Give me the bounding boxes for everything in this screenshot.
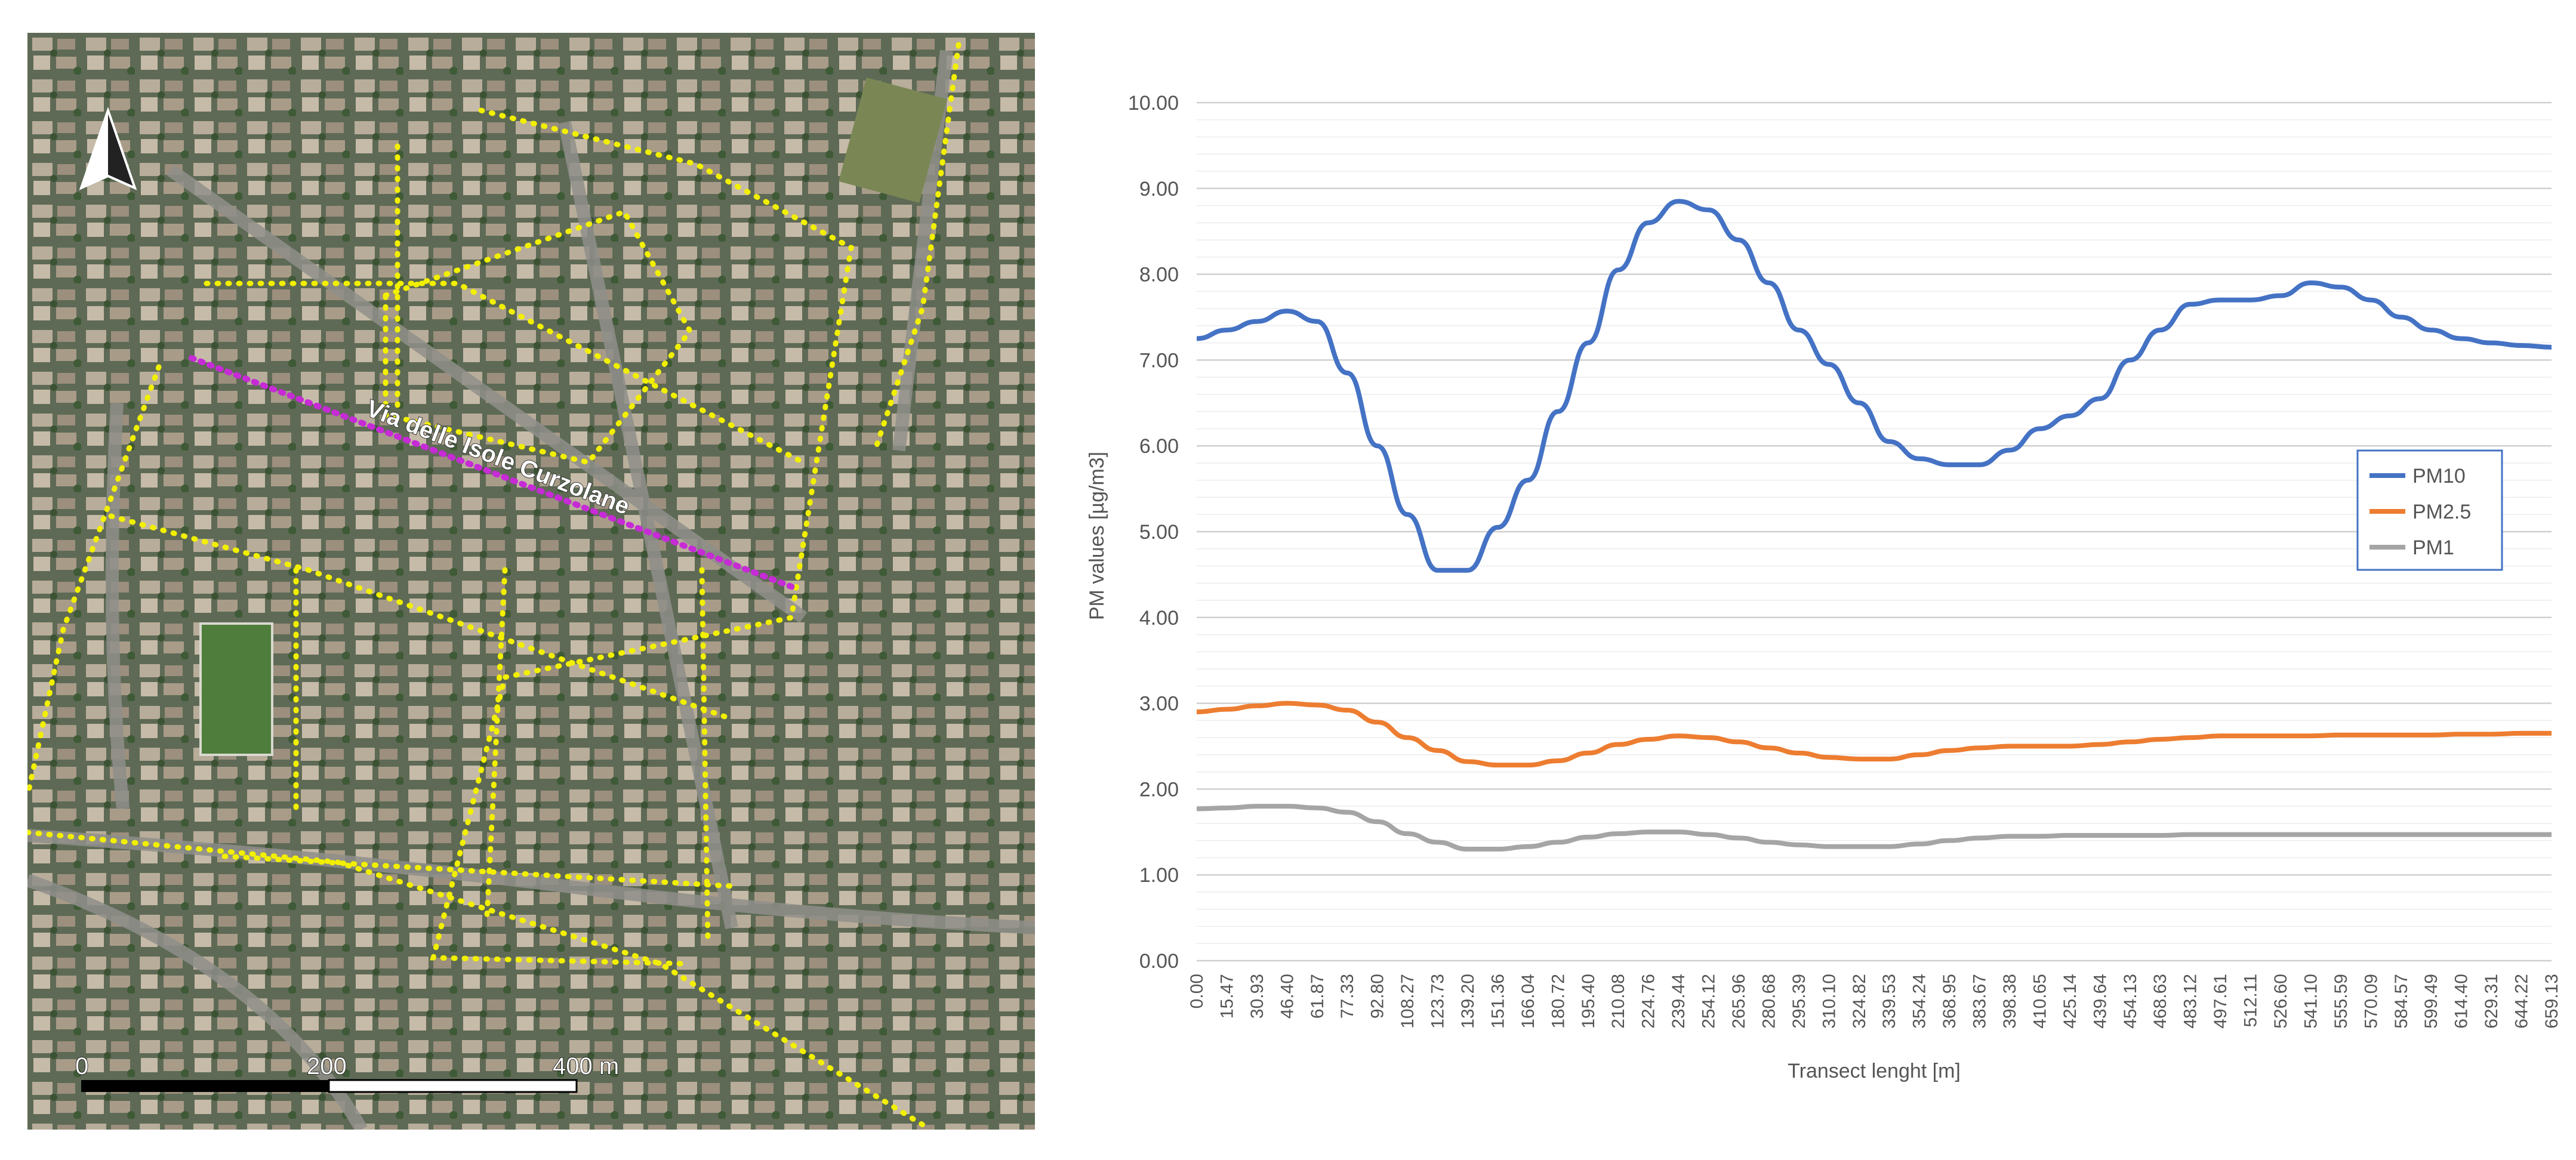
x-tick-label: 224.76: [1639, 974, 1659, 1029]
y-tick-label: 8.00: [1139, 264, 1179, 286]
x-tick-label: 265.96: [1729, 974, 1749, 1029]
x-tick-label: 468.63: [2150, 974, 2170, 1029]
x-tick-label: 151.36: [1488, 974, 1508, 1029]
x-tick-label: 555.59: [2331, 974, 2351, 1029]
satellite-map: Via delle Isole Curzolane 0 200 400 m: [27, 33, 1035, 1130]
x-tick-label: 368.95: [1940, 974, 1959, 1029]
x-tick-label: 512.11: [2241, 974, 2261, 1028]
x-tick-label: 195.40: [1579, 974, 1598, 1029]
x-tick-label: 541.10: [2301, 974, 2321, 1029]
y-tick-label: 10.00: [1128, 92, 1179, 115]
chart-svg: 0.00 1.00 2.00 3.00 4.00 5.00 6.00 7.00 8.00 9.00…: [1086, 92, 2562, 1082]
scale-label-200: 200: [307, 1053, 347, 1079]
x-tick-label: 599.49: [2421, 974, 2441, 1029]
x-tick-label: 180.72: [1548, 974, 1568, 1029]
x-tick-label: 310.10: [1819, 974, 1839, 1029]
x-tick-label: 61.87: [1308, 974, 1327, 1019]
x-tick-label: 280.68: [1759, 974, 1779, 1029]
x-tick-label: 497.61: [2211, 974, 2230, 1029]
x-tick-label: 0.00: [1187, 974, 1207, 1008]
x-tick-label: 659.13: [2542, 974, 2562, 1029]
map-background: [27, 33, 1035, 1130]
legend-label: PM1: [2412, 536, 2454, 559]
x-tick-label: 526.60: [2271, 974, 2291, 1029]
x-tick-label: 644.22: [2512, 974, 2532, 1029]
y-axis-ticks: 0.00 1.00 2.00 3.00 4.00 5.00 6.00 7.00 8.00 9.00…: [1128, 92, 1179, 973]
x-tick-label: 30.93: [1247, 974, 1267, 1019]
x-tick-label: 239.44: [1669, 974, 1688, 1029]
chart-legend: PM10 PM2.5 PM1: [2356, 449, 2503, 571]
x-tick-label: 166.04: [1518, 974, 1538, 1029]
x-tick-label: 354.24: [1910, 974, 1930, 1029]
legend-label: PM10: [2412, 465, 2466, 488]
y-tick-label: 7.00: [1139, 349, 1179, 372]
y-tick-label: 5.00: [1139, 521, 1179, 544]
x-axis-title: Transect lenght [m]: [1788, 1060, 1961, 1082]
scale-label-0: 0: [75, 1053, 88, 1079]
x-tick-label: 398.38: [2000, 974, 2020, 1029]
x-tick-label: 483.12: [2181, 974, 2201, 1029]
sports-field: [199, 622, 273, 756]
x-tick-label: 254.12: [1699, 974, 1719, 1029]
x-tick-label: 439.64: [2090, 974, 2110, 1029]
y-tick-label: 1.00: [1139, 864, 1179, 887]
x-tick-label: 425.14: [2060, 974, 2080, 1029]
x-tick-label: 324.82: [1850, 974, 1869, 1029]
series-line-pm25: [1196, 701, 2552, 768]
x-tick-label: 339.53: [1879, 974, 1899, 1029]
x-tick-label: 108.27: [1398, 974, 1418, 1029]
map-canvas: Via delle Isole Curzolane 0 200 400 m: [27, 33, 1035, 1130]
y-tick-label: 2.00: [1139, 778, 1179, 801]
x-tick-label: 454.13: [2121, 974, 2140, 1029]
x-tick-label: 295.39: [1789, 974, 1809, 1029]
y-tick-label: 4.00: [1139, 607, 1179, 630]
x-tick-label: 410.65: [2030, 974, 2050, 1029]
x-tick-label: 210.08: [1609, 974, 1628, 1029]
x-tick-label: 570.09: [2361, 974, 2381, 1029]
series-line-pm1: [1196, 804, 2552, 852]
x-tick-label: 614.40: [2452, 974, 2472, 1029]
y-tick-label: 9.00: [1139, 178, 1179, 200]
chart-gridlines: [1197, 101, 2552, 962]
legend-label: PM2.5: [2412, 501, 2471, 523]
scale-label-400: 400 m: [553, 1053, 619, 1079]
park-area: [839, 77, 947, 203]
y-tick-label: 0.00: [1139, 950, 1179, 973]
x-tick-label: 629.31: [2482, 974, 2501, 1029]
north-arrow-icon: [79, 106, 137, 190]
x-tick-label: 77.33: [1338, 974, 1357, 1019]
scale-bar: 0 200 400 m: [75, 1053, 620, 1093]
x-tick-label: 383.67: [1970, 974, 1990, 1029]
x-tick-label: 92.80: [1368, 974, 1388, 1019]
x-tick-label: 139.20: [1458, 974, 1478, 1029]
x-tick-label: 15.47: [1217, 974, 1237, 1019]
y-tick-label: 6.00: [1139, 435, 1179, 458]
road-network: [27, 50, 1035, 1130]
series-line-pm10: [1196, 199, 2552, 573]
chart-series: [1196, 199, 2552, 852]
y-tick-label: 3.00: [1139, 693, 1179, 715]
transect-line: [189, 355, 797, 591]
pm-line-chart: 0.00 1.00 2.00 3.00 4.00 5.00 6.00 7.00 8.00 9.00…: [1050, 0, 2576, 1160]
x-axis-ticks: 0.00 15.47 30.93 46.40 61.87 77.33 92.80 108.27…: [1187, 974, 2562, 1029]
x-tick-label: 46.40: [1277, 974, 1297, 1019]
x-tick-label: 123.73: [1428, 974, 1448, 1029]
x-tick-label: 584.57: [2392, 974, 2411, 1029]
y-axis-title: PM values [µg/m3]: [1086, 452, 1108, 620]
gps-track-points: [27, 42, 962, 1128]
